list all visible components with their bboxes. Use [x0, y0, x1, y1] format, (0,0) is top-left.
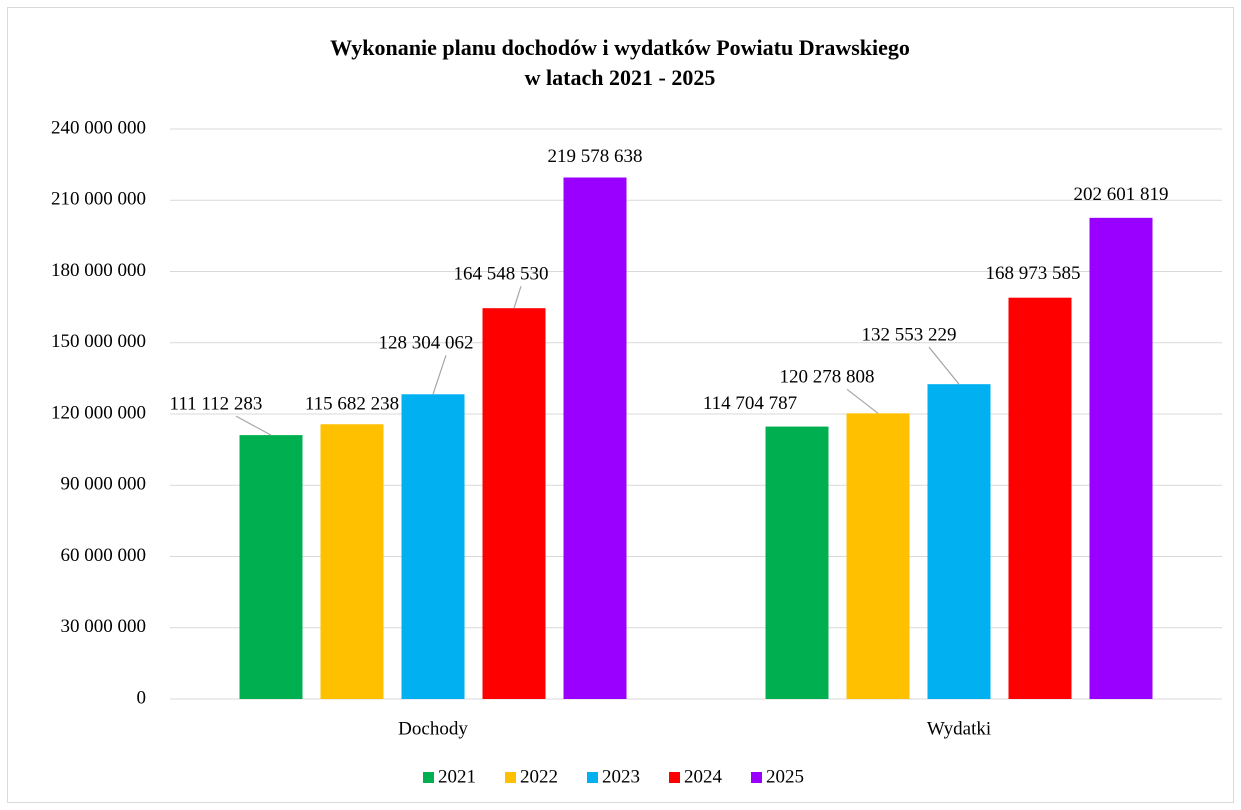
- legend-label: 2024: [684, 766, 723, 787]
- bar: [927, 384, 991, 699]
- legend-swatch: [669, 772, 680, 783]
- leader-line: [928, 346, 960, 385]
- data-label: 128 304 062: [379, 333, 474, 354]
- legend-label: 2023: [602, 766, 640, 787]
- bar: [320, 424, 384, 699]
- x-tick-label: Wydatki: [927, 718, 991, 739]
- leader-line: [846, 388, 879, 414]
- data-label: 202 601 819: [1074, 184, 1169, 205]
- chart-title: w latach 2021 - 2025: [525, 65, 716, 90]
- data-label: 115 682 238: [305, 394, 399, 415]
- y-tick-label: 180 000 000: [51, 260, 146, 281]
- bar: [482, 308, 546, 699]
- data-label: 132 553 229: [862, 325, 957, 346]
- y-tick-label: 30 000 000: [61, 616, 147, 637]
- legend-label: 2021: [438, 766, 476, 787]
- leader-line: [235, 415, 272, 436]
- legend-label: 2025: [766, 766, 804, 787]
- leader-line: [513, 286, 522, 309]
- y-tick-label: 210 000 000: [51, 189, 146, 210]
- bar: [239, 435, 303, 699]
- chart-title: Wykonanie planu dochodów i wydatków Powi…: [330, 35, 910, 60]
- bar: [401, 394, 465, 699]
- bar: [1089, 217, 1153, 699]
- data-label: 111 112 283: [170, 393, 263, 414]
- y-tick-label: 90 000 000: [61, 474, 147, 495]
- y-tick-label: 0: [137, 687, 147, 708]
- leader-line: [432, 355, 447, 395]
- bar: [563, 177, 627, 699]
- data-label: 114 704 787: [703, 393, 797, 414]
- legend-swatch: [751, 772, 762, 783]
- data-label: 120 278 808: [780, 367, 875, 388]
- data-label: 168 973 585: [986, 263, 1081, 284]
- y-tick-label: 150 000 000: [51, 331, 146, 352]
- bar: [765, 426, 829, 699]
- data-label: 164 548 530: [454, 264, 549, 285]
- x-tick-label: Dochody: [398, 718, 468, 739]
- y-tick-label: 60 000 000: [61, 545, 147, 566]
- bar: [846, 413, 910, 699]
- legend-swatch: [587, 772, 598, 783]
- y-tick-label: 240 000 000: [51, 117, 146, 138]
- legend-swatch: [505, 772, 516, 783]
- y-tick-label: 120 000 000: [51, 402, 146, 423]
- legend-swatch: [423, 772, 434, 783]
- data-label: 219 578 638: [548, 146, 643, 167]
- bar: [1008, 297, 1072, 699]
- legend-label: 2022: [520, 766, 558, 787]
